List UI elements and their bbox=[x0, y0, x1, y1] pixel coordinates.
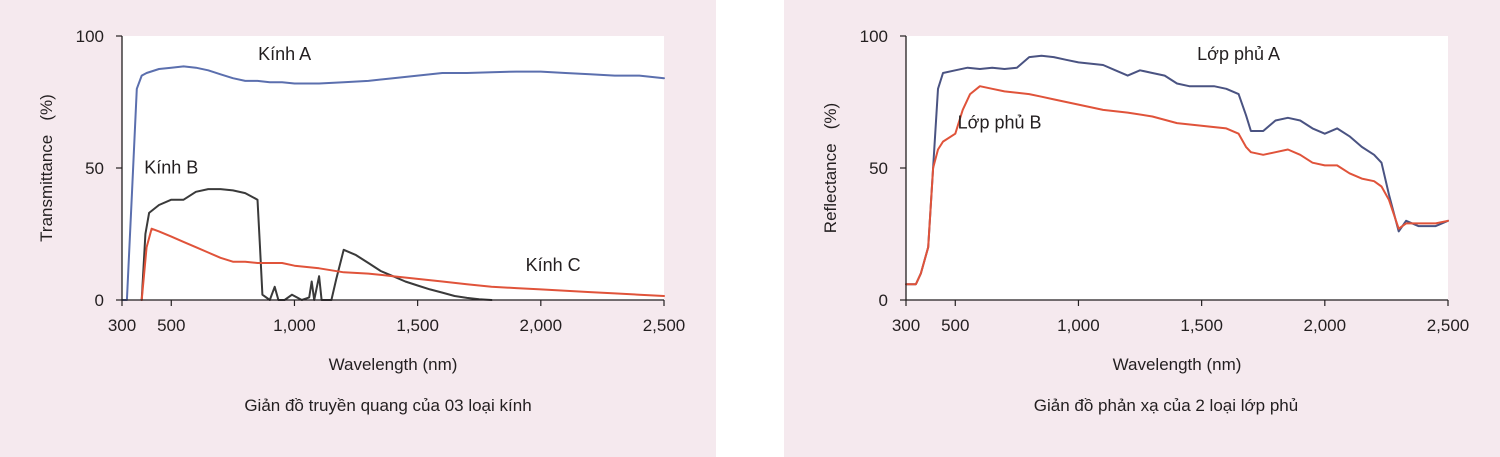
reflectance-panel: 300 500 1,000 1,500 2,000 2,500 0 50 100 Lớp phủ… bbox=[784, 0, 1500, 457]
y-tick-label: 50 bbox=[85, 159, 104, 178]
plot-background bbox=[122, 36, 664, 300]
x-tick-label: 1,500 bbox=[396, 316, 439, 335]
y-axis-label: Transmittance (%) bbox=[37, 94, 56, 242]
series-label-layer: Kính A Kính B Kính C bbox=[144, 44, 580, 275]
x-tick-label: 1,000 bbox=[273, 316, 316, 335]
chart-caption: Giản đồ phản xạ của 2 loại lớp phủ bbox=[1034, 396, 1298, 415]
y-tick-label: 0 bbox=[879, 291, 888, 310]
y-tick-label: 100 bbox=[76, 27, 104, 46]
chart-caption: Giản đồ truyền quang của 03 loại kính bbox=[244, 396, 531, 415]
x-tick-label: 500 bbox=[941, 316, 969, 335]
tick-layer: 300 500 1,000 1,500 2,000 2,500 0 50 100 bbox=[76, 27, 686, 335]
series-label-layer: Lớp phủ A Lớp phủ B bbox=[958, 44, 1280, 133]
plot-area: 300 500 1,000 1,500 2,000 2,500 0 50 100 Lớp phủ… bbox=[860, 27, 1470, 335]
x-tick-label: 300 bbox=[108, 316, 136, 335]
y-tick-label: 0 bbox=[95, 291, 104, 310]
series-label-kinh-a: Kính A bbox=[258, 44, 311, 64]
series-layer bbox=[905, 54, 1449, 286]
y-axis-label: Reflectance (%) bbox=[821, 103, 840, 233]
x-tick-label: 2,000 bbox=[1304, 316, 1347, 335]
series-line-lop-phu-a bbox=[905, 54, 1449, 286]
series-label-kinh-c: Kính C bbox=[526, 255, 581, 275]
series-line-kinh-a bbox=[121, 65, 665, 301]
x-tick-label: 2,000 bbox=[520, 316, 563, 335]
x-axis-label: Wavelength (nm) bbox=[329, 355, 458, 374]
series-label-kinh-b: Kính B bbox=[144, 157, 198, 177]
plot-background bbox=[906, 36, 1448, 300]
y-tick-label: 50 bbox=[869, 159, 888, 178]
tick-layer: 300 500 1,000 1,500 2,000 2,500 0 50 100 bbox=[860, 27, 1470, 335]
x-tick-label: 300 bbox=[892, 316, 920, 335]
x-tick-label: 1,500 bbox=[1180, 316, 1223, 335]
x-tick-label: 2,500 bbox=[1427, 316, 1470, 335]
series-line-kinh-c bbox=[140, 227, 665, 301]
x-tick-label: 1,000 bbox=[1057, 316, 1100, 335]
reflectance-chart: 300 500 1,000 1,500 2,000 2,500 0 50 100 Lớp phủ… bbox=[821, 27, 1470, 415]
x-axis-label: Wavelength (nm) bbox=[1113, 355, 1242, 374]
x-tick-label: 2,500 bbox=[643, 316, 686, 335]
series-label-lop-phu-b: Lớp phủ B bbox=[958, 112, 1042, 132]
y-tick-label: 100 bbox=[860, 27, 888, 46]
series-label-lop-phu-a: Lớp phủ A bbox=[1197, 44, 1280, 64]
series-line-lop-phu-b bbox=[905, 85, 1449, 286]
x-tick-label: 500 bbox=[157, 316, 185, 335]
